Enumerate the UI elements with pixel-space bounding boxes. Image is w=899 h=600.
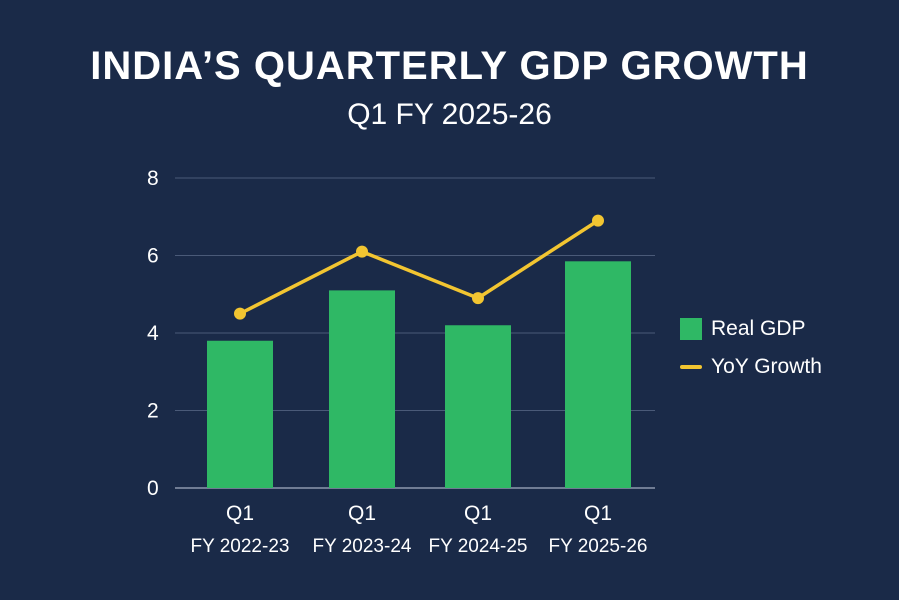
- point-yoy-growth: [472, 292, 484, 305]
- y-tick-label: 0: [147, 477, 159, 500]
- x-axis-labels: Q1 FY 2022-23 Q1 FY 2023-24 Q1 FY 2024-25 Q1 FY…: [191, 502, 648, 557]
- bar-real-gdp: [565, 261, 631, 488]
- x-tick-label-fiscal-year: FY 2022-23: [191, 536, 290, 557]
- legend-label-yoy-growth: YoY Growth: [711, 355, 822, 378]
- x-tick-label-quarter: Q1: [584, 502, 612, 525]
- line-series: [234, 214, 604, 320]
- y-tick-label: 4: [147, 322, 159, 345]
- x-tick-label-quarter: Q1: [226, 502, 254, 525]
- bar-series: [207, 261, 631, 488]
- legend-item-real-gdp: Real GDP: [680, 310, 822, 348]
- point-yoy-growth: [592, 214, 604, 227]
- line-yoy-growth: [239, 219, 599, 316]
- chart-title: INDIA’S QUARTERLY GDP GROWTH: [90, 44, 809, 88]
- y-axis-ticks: 0 2 4 6 8: [147, 167, 159, 500]
- point-yoy-growth: [234, 307, 246, 320]
- point-yoy-growth: [356, 245, 368, 258]
- legend-swatch-line: [680, 365, 702, 369]
- legend-swatch-bar: [680, 318, 702, 340]
- y-tick-label: 8: [147, 167, 159, 190]
- x-tick-label-quarter: Q1: [464, 502, 492, 525]
- x-tick-label-fiscal-year: FY 2023-24: [313, 536, 412, 557]
- x-tick-label-fiscal-year: FY 2025-26: [549, 536, 648, 557]
- bar-real-gdp: [329, 290, 395, 488]
- chart-subtitle: Q1 FY 2025-26: [347, 98, 552, 131]
- legend: Real GDP YoY Growth: [680, 310, 822, 386]
- y-tick-label: 2: [147, 400, 159, 423]
- x-tick-label-fiscal-year: FY 2024-25: [429, 536, 528, 557]
- x-tick-label-quarter: Q1: [348, 502, 376, 525]
- y-tick-label: 6: [147, 245, 159, 268]
- legend-item-yoy-growth: YoY Growth: [680, 348, 822, 386]
- bar-real-gdp: [207, 340, 273, 488]
- bar-real-gdp: [445, 325, 511, 488]
- legend-label-real-gdp: Real GDP: [711, 317, 806, 340]
